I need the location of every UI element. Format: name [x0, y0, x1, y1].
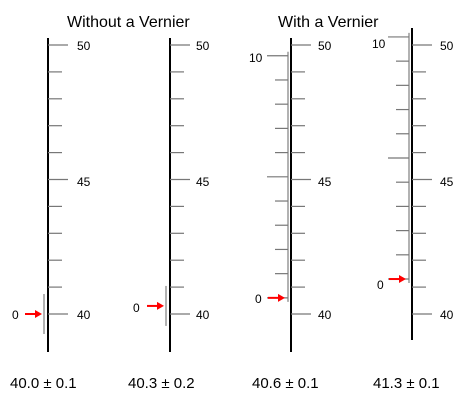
main-scale-label-50: 50: [77, 39, 91, 53]
main-scale-label-45: 45: [196, 175, 210, 189]
pointer-zero-label: 0: [255, 292, 262, 306]
main-scale-label-45: 45: [77, 175, 91, 189]
main-scale-label-40: 40: [196, 308, 210, 322]
heading-with-vernier: With a Vernier: [278, 14, 379, 31]
pointer-zero-label: 0: [133, 301, 140, 315]
reading-3: 40.6 ± 0.1: [252, 375, 319, 392]
reading-4: 41.3 ± 0.1: [373, 375, 440, 392]
pointer-arrow-head: [35, 310, 42, 318]
main-scale-label-45: 45: [318, 175, 332, 189]
pointer-arrow-head: [157, 301, 164, 310]
pointer-arrow-head: [278, 293, 285, 302]
main-scale-label-40: 40: [440, 308, 454, 322]
main-scale-label-50: 50: [318, 39, 332, 53]
main-scale-label-50: 50: [440, 39, 454, 53]
main-scale-label-50: 50: [196, 39, 210, 53]
scale-3: 50 45 40 10 0 40.6 ± 0.1: [249, 38, 332, 392]
pointer-zero-label: 0: [12, 308, 19, 322]
main-scale-label-40: 40: [77, 308, 91, 322]
pointer-arrow-head: [399, 275, 406, 284]
main-scale-label-40: 40: [318, 308, 332, 322]
heading-without-vernier: Without a Vernier: [67, 14, 190, 31]
scale-1: 50 45 40 0 40.0 ± 0.1: [10, 38, 91, 392]
reading-1: 40.0 ± 0.1: [10, 375, 77, 392]
vernier-label-10: 10: [249, 51, 263, 65]
main-scale-label-45: 45: [440, 175, 454, 189]
scale-4: 50 45 40 10 0 41.3 ± 0.1: [372, 28, 454, 392]
pointer-zero-label: 0: [377, 278, 384, 292]
vernier-label-10: 10: [372, 37, 386, 51]
scale-2: 50 45 40 0 40.3 ± 0.2: [128, 38, 210, 392]
reading-2: 40.3 ± 0.2: [128, 375, 195, 392]
